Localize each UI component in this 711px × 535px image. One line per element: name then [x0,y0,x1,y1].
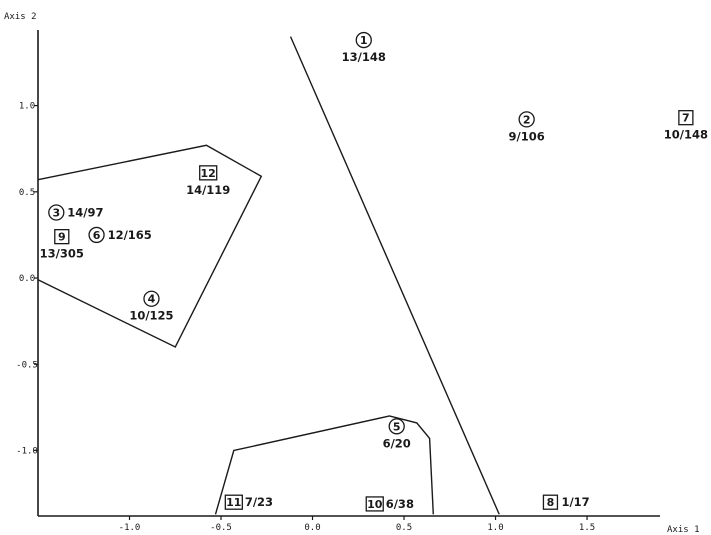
x-axis-title: Axis 1 [667,525,700,535]
y-axis-title: Axis 2 [4,12,37,22]
square-marker [678,110,694,126]
point-id-label: 3 [52,207,60,220]
point-count-label: 7/23 [245,495,273,509]
data-point-10: 10 6/38 [365,496,414,512]
square-marker [542,494,559,510]
point-count-label: 12/165 [108,228,152,242]
point-count-label: 6/20 [383,436,411,450]
circle-marker [355,31,372,49]
square-marker [54,229,70,245]
point-count-label: 6/38 [386,497,414,511]
tick-labels: -1.0 -0.5 0.0 0.5 1.0 1.5 1.0 0.5 0.0 -0.5 -1.0 [16,102,595,533]
x-tick-label: -0.5 [210,523,232,533]
data-point-5: 5 6/20 [383,418,411,450]
point-count-label: 13/305 [40,247,84,261]
group-boundaries [37,36,500,515]
point-id-label: 5 [393,420,401,433]
point-count-label: 13/148 [342,50,386,64]
circle-marker [48,204,65,221]
data-point-6: 6 12/165 [88,226,152,244]
point-count-label: 14/97 [67,206,103,220]
point-id-label: 7 [682,112,690,125]
point-id-label: 4 [148,293,156,306]
x-tick-label: -1.0 [119,523,141,533]
y-tick-label: -1.0 [16,446,38,456]
point-id-label: 2 [523,113,531,126]
data-point-8: 8 1/17 [542,494,590,510]
circle-marker [143,290,160,307]
data-points: 1 13/148 2 9/106 3 14/97 4 10/125 5 6/20 6 12/165 7 1… [40,31,708,512]
separator-line [289,36,500,515]
data-point-1: 1 13/148 [342,31,386,64]
circle-marker [388,418,405,435]
data-point-12: 12 14/119 [186,165,230,197]
square-marker [224,494,243,510]
square-marker [365,496,384,512]
x-tick-label: 1.5 [579,523,595,533]
y-tick-label: 1.0 [19,102,35,112]
axes [37,30,660,517]
tick-marks [34,104,588,520]
point-count-label: 1/17 [561,495,589,509]
point-id-label: 12 [201,167,216,180]
y-tick-label: 0.5 [19,188,35,198]
point-id-label: 1 [360,34,368,47]
y-tick-label: 0.0 [19,274,35,284]
data-point-4: 4 10/125 [129,290,174,323]
point-count-label: 14/119 [186,183,230,197]
point-count-label: 10/125 [129,309,173,323]
data-point-11: 11 7/23 [224,494,273,510]
x-tick-label: 0.0 [304,523,320,533]
point-id-label: 6 [93,229,101,242]
data-point-2: 2 9/106 [509,111,545,143]
circle-marker [88,226,105,244]
data-point-9: 9 13/305 [40,229,84,261]
square-marker [199,165,218,181]
x-tick-label: 0.5 [396,523,412,533]
y-tick-label: -0.5 [16,360,38,370]
data-point-7: 7 10/148 [664,110,708,142]
point-id-label: 11 [226,496,241,509]
point-count-label: 10/148 [664,128,708,142]
circle-marker [518,111,535,128]
x-tick-label: 1.0 [487,523,503,533]
point-id-label: 10 [367,498,383,511]
point-id-label: 8 [547,496,555,509]
point-count-label: 9/106 [509,129,545,143]
left-group-boundary [37,144,263,348]
data-point-3: 3 14/97 [48,204,104,221]
bottom-group-boundary [214,415,434,515]
point-id-label: 9 [58,231,66,244]
